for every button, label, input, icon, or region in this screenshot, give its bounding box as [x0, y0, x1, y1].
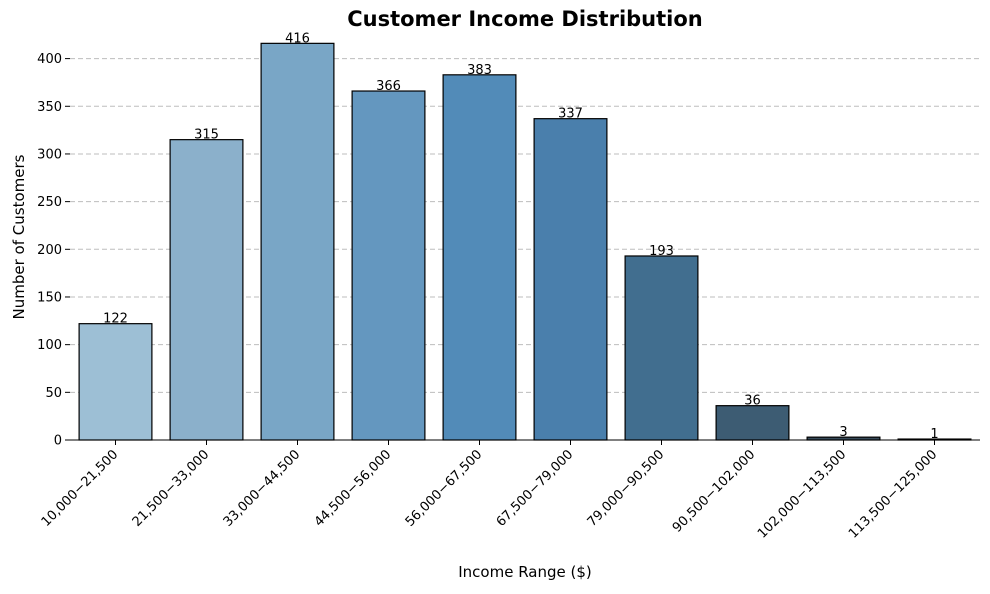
- x-tick-label: 113,500−125,000: [846, 447, 940, 541]
- x-tick-label: 79,000−90,500: [585, 447, 668, 530]
- x-tick-label: 67,500−79,000: [494, 447, 577, 530]
- bar: [624, 255, 699, 441]
- x-tick-label: 56,000−67,500: [403, 447, 486, 530]
- y-tick-label: 150: [37, 290, 62, 305]
- y-tick-label: 350: [37, 100, 62, 115]
- x-tick-label: 10,000−21,500: [39, 447, 122, 530]
- x-tick-label: 33,000−44,500: [221, 447, 304, 530]
- data-labels: 122 315 416 366 383 337 193 36 3 1: [103, 31, 939, 442]
- bar: [533, 118, 608, 441]
- x-ticks: 10,000−21,500 21,500−33,000 33,000−44,500 4…: [39, 440, 940, 542]
- data-label: 122: [103, 312, 128, 327]
- y-tick-label: 0: [54, 434, 62, 449]
- data-label: 1: [930, 427, 938, 442]
- bar: [169, 139, 244, 441]
- y-axis-label: Number of Customers: [10, 154, 28, 319]
- bar: [78, 323, 153, 441]
- y-ticks: 0 50 100 150 200 250 300 350 400: [37, 52, 70, 449]
- data-label: 193: [649, 244, 674, 259]
- y-tick-label: 200: [37, 243, 62, 258]
- x-tick-label: 21,500−33,000: [130, 447, 213, 530]
- y-tick-label: 400: [37, 52, 62, 67]
- data-label: 366: [376, 79, 401, 94]
- data-label: 3: [839, 425, 847, 440]
- y-tick-label: 50: [45, 386, 62, 401]
- x-axis-label: Income Range ($): [458, 563, 592, 581]
- bar: [442, 74, 517, 441]
- data-label: 36: [744, 394, 761, 409]
- chart-title: Customer Income Distribution: [347, 7, 703, 31]
- data-label: 337: [558, 107, 583, 122]
- bar: [260, 42, 335, 441]
- bars: [78, 42, 972, 441]
- data-label: 383: [467, 63, 492, 78]
- y-tick-label: 300: [37, 147, 62, 162]
- data-label: 416: [285, 31, 310, 46]
- data-label: 315: [194, 128, 219, 143]
- y-tick-label: 100: [37, 338, 62, 353]
- bar: [715, 405, 790, 441]
- bar: [351, 90, 426, 441]
- y-tick-label: 250: [37, 195, 62, 210]
- x-tick-label: 90,500−102,000: [670, 447, 758, 535]
- x-tick-label: 102,000−113,500: [755, 447, 849, 541]
- x-tick-label: 44,500−56,000: [312, 447, 395, 530]
